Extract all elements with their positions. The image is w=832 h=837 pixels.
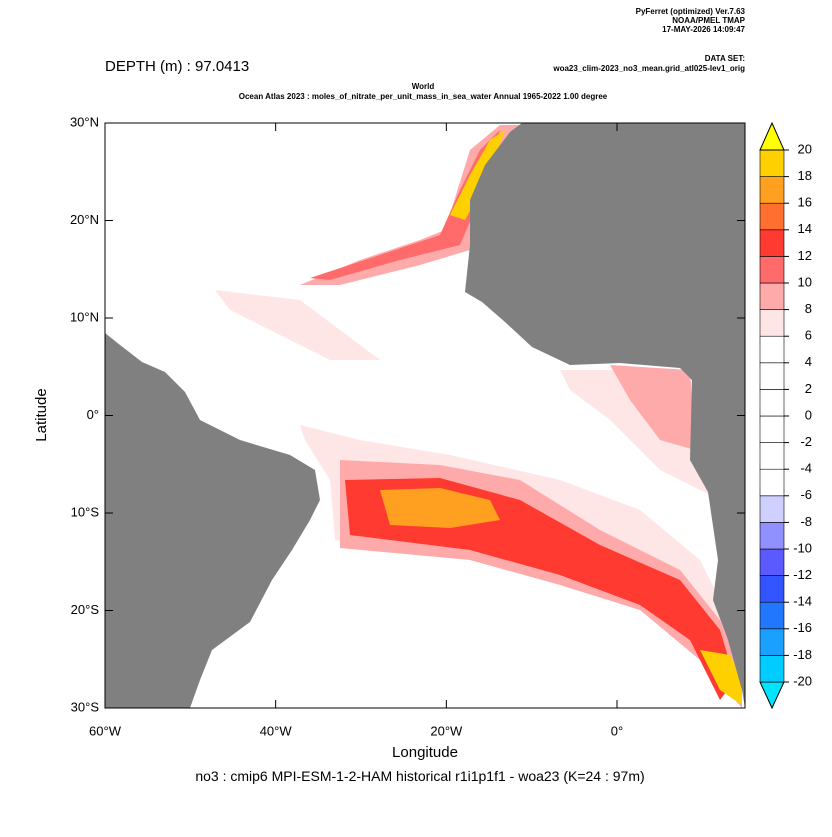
x-tick-label: 40°W bbox=[260, 723, 293, 738]
x-axis-label: Longitude bbox=[392, 744, 458, 761]
africa bbox=[465, 123, 745, 708]
colorbar-label: 14 bbox=[798, 221, 812, 236]
colorbar-label: 6 bbox=[805, 328, 812, 343]
colorbar-extension bbox=[759, 681, 785, 710]
colorbar-swatch bbox=[759, 202, 785, 231]
colorbar-swatch bbox=[759, 282, 785, 310]
colorbar-swatch bbox=[759, 415, 785, 443]
colorbar-label: 0 bbox=[805, 407, 812, 422]
title: World bbox=[412, 82, 435, 91]
colorbar-swatch bbox=[759, 575, 785, 603]
subtitle: Ocean Atlas 2023 : moles_of_nitrate_per_… bbox=[239, 92, 608, 101]
colorbar-label: -16 bbox=[793, 620, 812, 635]
date: 17-MAY-2026 14:09:47 bbox=[662, 25, 745, 34]
colorbar-swatch bbox=[759, 229, 785, 257]
x-tick-label: 0° bbox=[611, 723, 623, 738]
nitrate-patch bbox=[700, 650, 742, 705]
colorbar-label: -20 bbox=[793, 673, 812, 688]
colorbar-swatch bbox=[759, 522, 785, 550]
nitrate-patch bbox=[215, 290, 380, 360]
y-tick-label: 20°S bbox=[71, 602, 100, 617]
land bbox=[105, 123, 745, 708]
colorbar-label: 20 bbox=[798, 141, 812, 156]
y-tick-label: 20°N bbox=[70, 212, 99, 227]
software: PyFerret (optimized) Ver.7.63 bbox=[636, 7, 746, 16]
y-tick-label: 10°N bbox=[70, 309, 99, 324]
caption: no3 : cmip6 MPI-ESM-1-2-HAM historical r… bbox=[195, 768, 644, 784]
nitrate-patch bbox=[610, 365, 695, 450]
nitrate-patch bbox=[345, 478, 735, 700]
colorbar-label: 16 bbox=[798, 195, 812, 210]
colorbar-label: -14 bbox=[793, 594, 812, 609]
nitrate-patch bbox=[450, 130, 505, 220]
colorbar-label: -10 bbox=[793, 540, 812, 555]
colorbar-label: 2 bbox=[805, 381, 812, 396]
colorbar-swatch bbox=[759, 628, 785, 656]
colorbar-swatch bbox=[759, 655, 785, 683]
colorbar-swatch bbox=[759, 149, 785, 177]
y-tick-label: 10°S bbox=[71, 504, 100, 519]
colorbar-label: -4 bbox=[800, 461, 812, 476]
colorbar-swatch bbox=[759, 495, 785, 523]
colorbar-label: 10 bbox=[798, 274, 812, 289]
colorbar-swatch bbox=[759, 442, 785, 470]
colorbar-label: -12 bbox=[793, 567, 812, 582]
depth: DEPTH (m) : 97.0413 bbox=[105, 58, 249, 75]
nitrate-patch bbox=[300, 125, 520, 285]
colorbar-label: 8 bbox=[805, 301, 812, 316]
colorbar-label: -18 bbox=[793, 647, 812, 662]
colorbar-label: 18 bbox=[798, 168, 812, 183]
y-tick-label: 30°S bbox=[71, 699, 100, 714]
colorbar-swatch bbox=[759, 468, 785, 497]
colorbar-label: -8 bbox=[800, 514, 812, 529]
nitrate-patch bbox=[380, 488, 500, 528]
dataset-label: DATA SET: bbox=[705, 54, 745, 63]
colorbar-swatch bbox=[759, 176, 785, 204]
colorbar-extension bbox=[759, 121, 785, 151]
nitrate-patch bbox=[310, 130, 500, 280]
colorbar-swatch bbox=[759, 309, 785, 337]
colorbar-swatch bbox=[759, 256, 785, 284]
colorbar-swatch bbox=[759, 389, 785, 417]
x-tick-label: 60°W bbox=[89, 723, 122, 738]
y-tick-label: 30°N bbox=[70, 114, 99, 129]
colorbar-label: 12 bbox=[798, 248, 812, 263]
colorbar-swatch bbox=[759, 548, 785, 576]
colorbar-label: 4 bbox=[805, 354, 812, 369]
y-tick-label: 0° bbox=[87, 407, 99, 422]
dataset: woa23_clim-2023_no3_mean.grid_atl025-lev… bbox=[552, 64, 745, 73]
colorbar-swatch bbox=[759, 601, 785, 630]
colorbar-label: -6 bbox=[800, 487, 812, 502]
org: NOAA/PMEL TMAP bbox=[672, 16, 745, 25]
south-america bbox=[105, 333, 320, 708]
colorbar-swatch bbox=[759, 335, 785, 364]
x-tick-label: 20°W bbox=[430, 723, 463, 738]
colorbar-swatch bbox=[759, 362, 785, 390]
colorbar-label: -2 bbox=[800, 434, 812, 449]
y-axis-label: Latitude bbox=[33, 388, 50, 441]
